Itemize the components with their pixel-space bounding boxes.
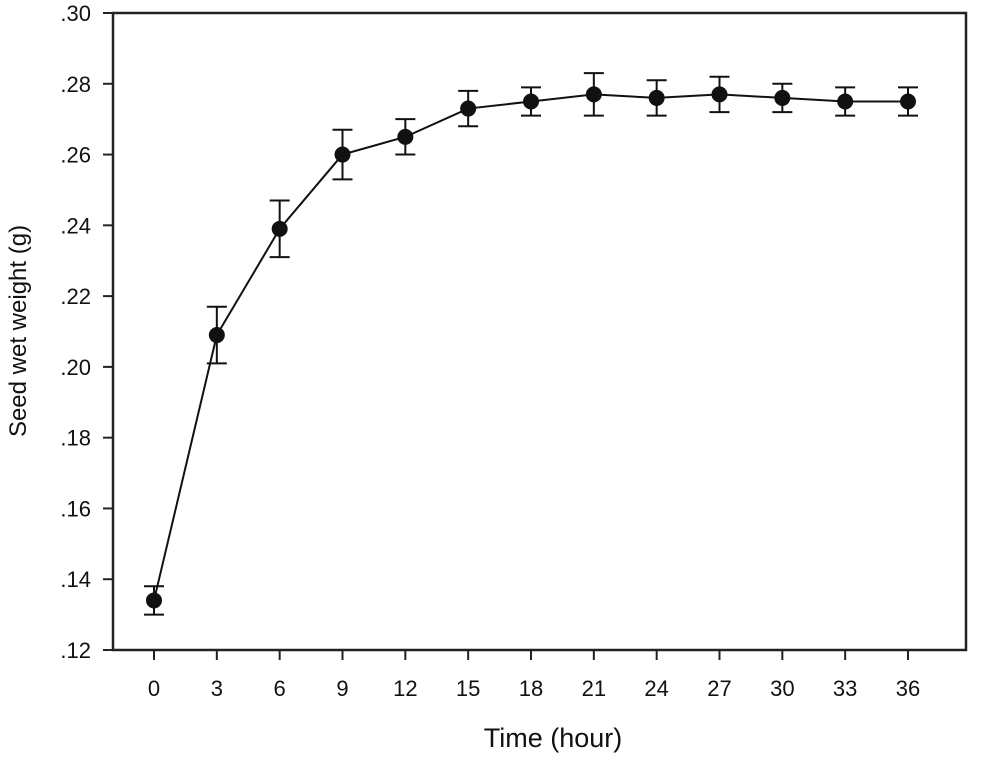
data-point xyxy=(711,86,728,103)
x-tick-label: 33 xyxy=(833,676,857,701)
y-tick-label: .30 xyxy=(60,1,91,26)
x-tick-label: 27 xyxy=(707,676,731,701)
x-tick-label: 36 xyxy=(896,676,920,701)
data-point xyxy=(523,93,539,110)
data-point xyxy=(460,100,477,117)
y-tick-label: .26 xyxy=(60,143,91,168)
x-tick-label: 9 xyxy=(336,676,348,701)
data-point xyxy=(334,146,351,163)
data-point xyxy=(271,220,288,237)
x-tick-label: 24 xyxy=(644,676,668,701)
data-point xyxy=(585,86,602,103)
plot-frame xyxy=(111,11,968,652)
x-tick-label: 30 xyxy=(770,676,794,701)
y-tick-label: .20 xyxy=(60,355,91,380)
data-point xyxy=(146,592,162,609)
y-tick-label: .18 xyxy=(60,426,91,451)
x-tick-label: 0 xyxy=(148,676,160,701)
x-axis-label: Time (hour) xyxy=(484,723,623,753)
series-line xyxy=(153,93,908,601)
x-tick-label: 21 xyxy=(582,676,606,701)
x-tick-label: 18 xyxy=(519,676,543,701)
x-tick-label: 12 xyxy=(393,676,417,701)
data-point xyxy=(208,327,225,344)
y-axis-label: Seed wet weight (g) xyxy=(5,225,32,437)
y-tick-label: .22 xyxy=(60,284,91,309)
x-tick-label: 3 xyxy=(211,676,223,701)
x-tick-label: 6 xyxy=(274,676,286,701)
y-tick-label: .14 xyxy=(60,567,91,592)
data-point xyxy=(397,128,414,145)
y-tick-label: .12 xyxy=(60,638,91,663)
data-point xyxy=(648,89,665,106)
y-tick-label: .24 xyxy=(60,213,91,238)
y-tick-label: .28 xyxy=(60,72,91,97)
y-tick-label: .16 xyxy=(60,496,91,521)
data-point xyxy=(774,89,791,106)
x-tick-label: 15 xyxy=(456,676,480,701)
data-point xyxy=(837,93,854,110)
data-point xyxy=(900,93,916,110)
